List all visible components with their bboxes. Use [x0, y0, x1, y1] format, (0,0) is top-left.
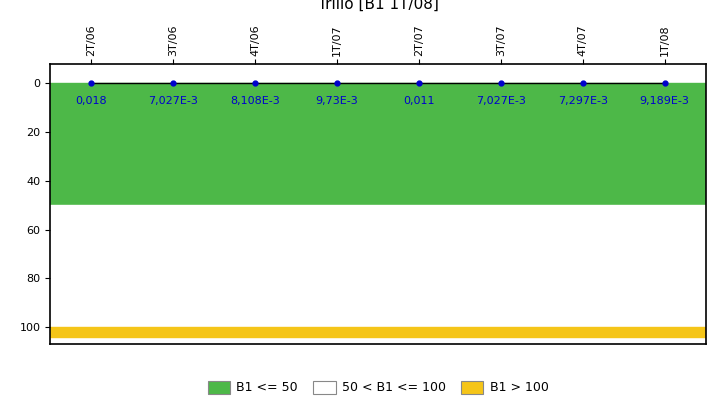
Legend: B1 <= 50, 50 < B1 <= 100, B1 > 100: B1 <= 50, 50 < B1 <= 100, B1 > 100	[202, 376, 554, 399]
Bar	[50, 205, 706, 327]
Text: 0,018: 0,018	[76, 96, 107, 106]
Text: 9,189E-3: 9,189E-3	[639, 96, 690, 106]
Text: 8,108E-3: 8,108E-3	[230, 96, 280, 106]
Title: Trillo [B1 1T/08]: Trillo [B1 1T/08]	[318, 0, 438, 12]
Text: 7,027E-3: 7,027E-3	[476, 96, 526, 106]
Text: 0,011: 0,011	[403, 96, 435, 106]
Bar	[50, 327, 706, 337]
Text: 9,73E-3: 9,73E-3	[315, 96, 359, 106]
Text: 7,297E-3: 7,297E-3	[558, 96, 608, 106]
Bar	[50, 84, 706, 205]
Text: 7,027E-3: 7,027E-3	[148, 96, 198, 106]
